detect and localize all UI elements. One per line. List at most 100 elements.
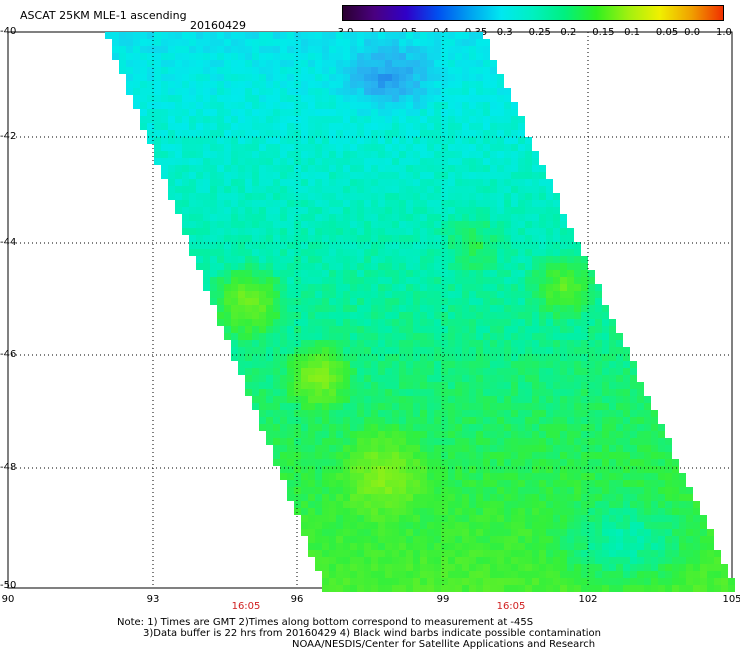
swath-pixel — [315, 32, 322, 39]
swath-pixel — [448, 291, 455, 298]
swath-pixel — [420, 81, 427, 88]
swath-pixel — [427, 151, 434, 158]
swath-pixel — [301, 109, 308, 116]
swath-pixel — [322, 326, 329, 333]
swath-pixel — [448, 298, 455, 305]
swath-pixel — [196, 193, 203, 200]
swath-pixel — [469, 242, 476, 249]
swath-pixel — [504, 165, 511, 172]
swath-pixel — [490, 305, 497, 312]
swath-pixel — [539, 263, 546, 270]
swath-pixel — [553, 529, 560, 536]
swath-pixel — [203, 116, 210, 123]
swath-pixel — [168, 130, 175, 137]
swath-pixel — [287, 333, 294, 340]
swath-pixel — [378, 186, 385, 193]
swath-pixel — [392, 284, 399, 291]
swath-pixel — [364, 508, 371, 515]
swath-pixel — [210, 270, 217, 277]
swath-pixel — [231, 81, 238, 88]
swath-pixel — [476, 389, 483, 396]
swath-pixel — [413, 46, 420, 53]
swath-pixel — [623, 494, 630, 501]
swath-pixel — [539, 368, 546, 375]
swath-pixel — [371, 361, 378, 368]
swath-pixel — [364, 501, 371, 508]
swath-pixel — [504, 417, 511, 424]
swath-pixel — [658, 438, 665, 445]
swath-pixel — [679, 571, 686, 578]
swath-pixel — [539, 277, 546, 284]
swath-pixel — [140, 81, 147, 88]
swath-pixel — [525, 466, 532, 473]
swath-pixel — [511, 137, 518, 144]
swath-pixel — [693, 557, 700, 564]
swath-pixel — [490, 60, 497, 67]
swath-pixel — [630, 564, 637, 571]
swath-pixel — [364, 382, 371, 389]
swath-pixel — [399, 319, 406, 326]
swath-pixel — [399, 60, 406, 67]
swath-pixel — [434, 158, 441, 165]
swath-pixel — [420, 298, 427, 305]
swath-pixel — [420, 361, 427, 368]
swath-pixel — [252, 403, 259, 410]
swath-pixel — [231, 151, 238, 158]
swath-pixel — [504, 200, 511, 207]
swath-pixel — [546, 452, 553, 459]
swath-pixel — [588, 270, 595, 277]
swath-pixel — [336, 130, 343, 137]
swath-pixel — [315, 179, 322, 186]
swath-pixel — [476, 249, 483, 256]
swath-pixel — [364, 368, 371, 375]
swath-pixel — [336, 424, 343, 431]
swath-pixel — [609, 452, 616, 459]
swath-pixel — [448, 53, 455, 60]
swath-pixel — [406, 354, 413, 361]
swath-pixel — [441, 95, 448, 102]
swath-pixel — [546, 501, 553, 508]
swath-pixel — [574, 501, 581, 508]
swath-pixel — [371, 284, 378, 291]
swath-pixel — [308, 263, 315, 270]
swath-pixel — [420, 39, 427, 46]
swath-pixel — [399, 32, 406, 39]
swath-pixel — [343, 529, 350, 536]
swath-pixel — [560, 564, 567, 571]
swath-pixel — [588, 431, 595, 438]
swath-pixel — [217, 270, 224, 277]
swath-pixel — [245, 354, 252, 361]
swath-pixel — [259, 375, 266, 382]
swath-pixel — [588, 543, 595, 550]
swath-pixel — [413, 515, 420, 522]
swath-pixel — [413, 389, 420, 396]
swath-pixel — [189, 179, 196, 186]
swath-pixel — [427, 557, 434, 564]
swath-pixel — [490, 109, 497, 116]
swath-pixel — [315, 235, 322, 242]
swath-pixel — [385, 382, 392, 389]
swath-pixel — [189, 165, 196, 172]
swath-pixel — [336, 172, 343, 179]
swath-pixel — [574, 557, 581, 564]
swath-pixel — [490, 165, 497, 172]
swath-pixel — [238, 249, 245, 256]
swath-pixel — [266, 312, 273, 319]
swath-pixel — [525, 382, 532, 389]
swath-pixel — [441, 508, 448, 515]
swath-pixel — [637, 480, 644, 487]
swath-pixel — [665, 557, 672, 564]
swath-pixel — [483, 543, 490, 550]
swath-pixel — [140, 39, 147, 46]
swath-pixel — [287, 270, 294, 277]
swath-pixel — [469, 410, 476, 417]
swath-pixel — [385, 536, 392, 543]
swath-pixel — [630, 550, 637, 557]
swath-pixel — [189, 81, 196, 88]
swath-pixel — [455, 508, 462, 515]
swath-pixel — [511, 368, 518, 375]
swath-pixel — [217, 284, 224, 291]
swath-pixel — [434, 221, 441, 228]
swath-pixel — [259, 305, 266, 312]
swath-pixel — [504, 389, 511, 396]
